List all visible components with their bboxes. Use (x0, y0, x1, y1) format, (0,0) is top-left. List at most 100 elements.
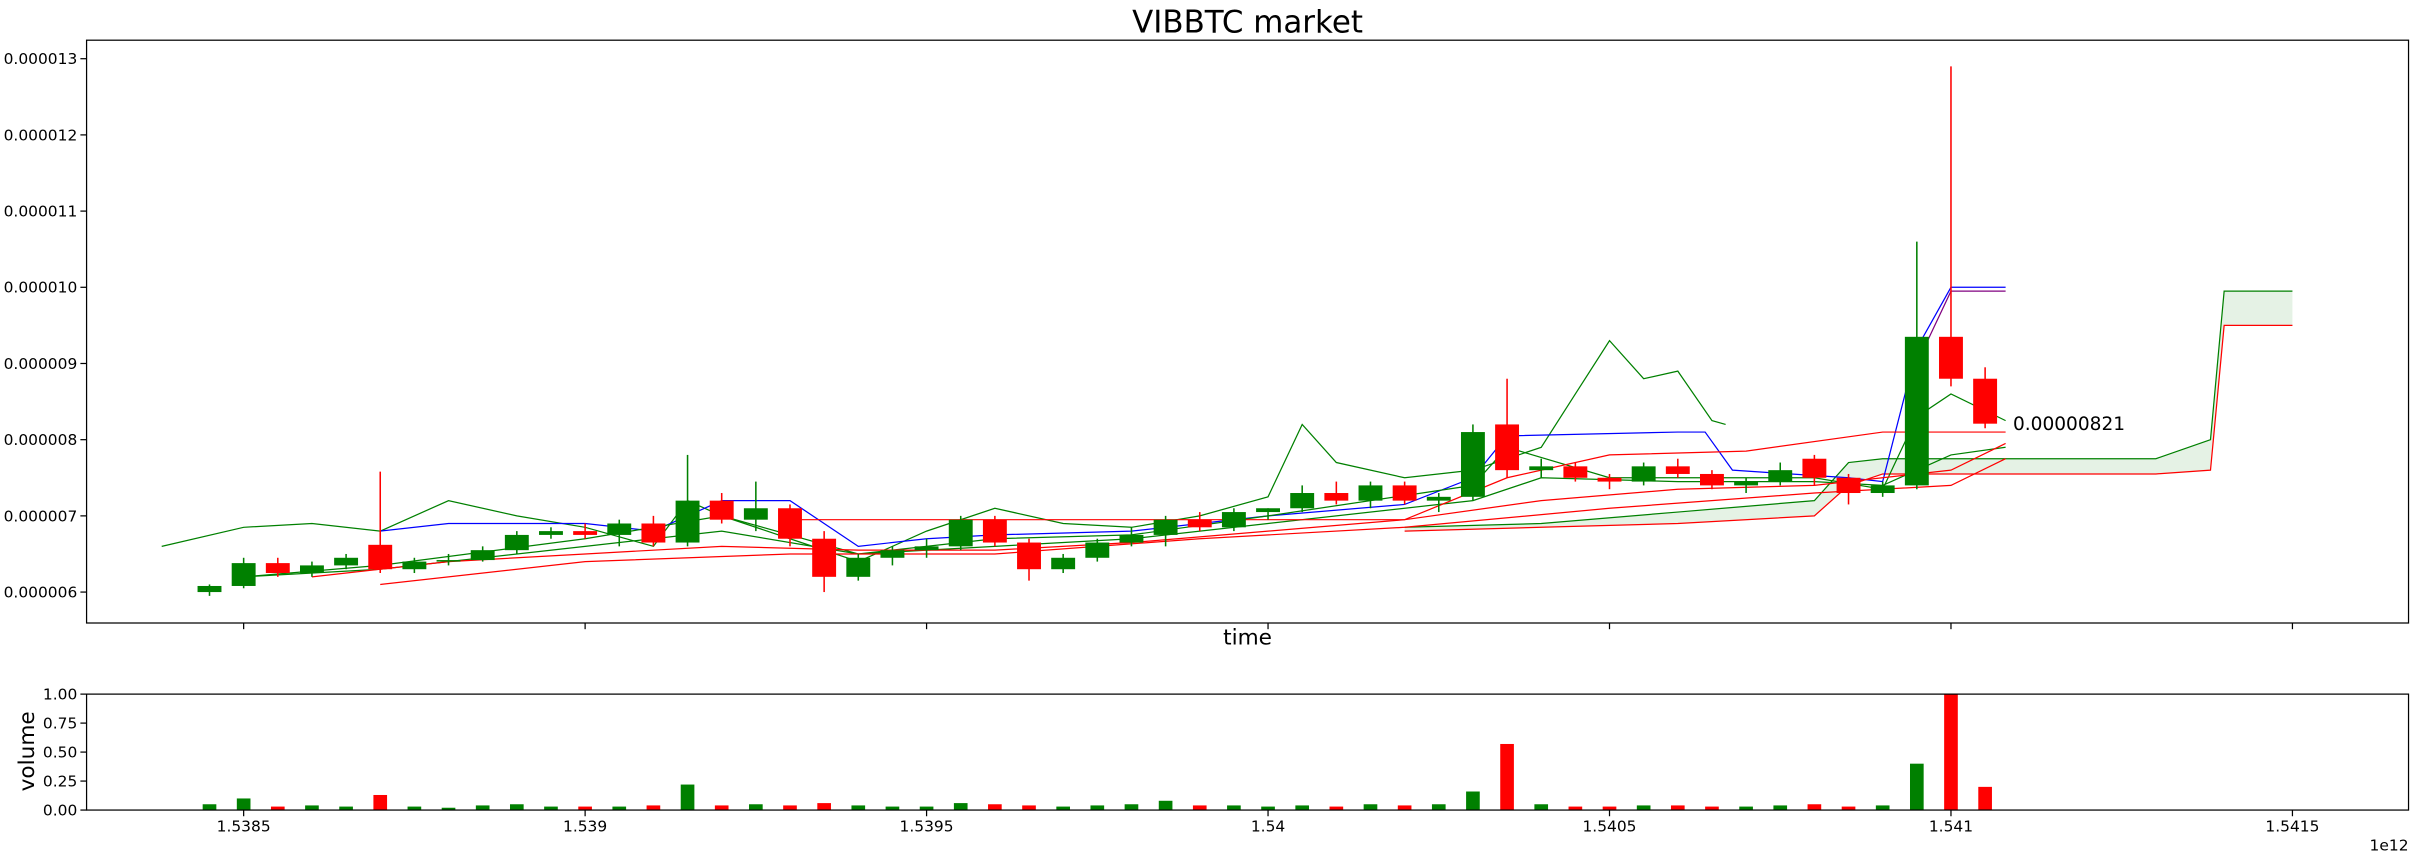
volume-bar (1909, 763, 1924, 811)
x-tick-label: 1.539 (563, 818, 607, 836)
candle-body (1426, 496, 1451, 501)
volume-bar (305, 805, 319, 811)
volume-bar (441, 807, 456, 811)
chart-title: VIBBTC market (1132, 4, 1363, 40)
candle-body (948, 519, 973, 547)
volume-bar (1329, 806, 1344, 811)
candle-body (1256, 508, 1280, 513)
candle-body (1631, 466, 1656, 482)
candle-body (1734, 481, 1759, 486)
candle-body (1290, 493, 1315, 509)
x-axis-label: time (1223, 626, 1272, 651)
volume-bar (680, 784, 695, 811)
candle-body (1768, 470, 1793, 482)
volume-bar (1773, 805, 1788, 811)
volume-bar (1670, 805, 1685, 811)
candle-body (641, 523, 666, 543)
volume-axis-label: volume (15, 711, 40, 791)
volume-bar (1500, 743, 1514, 811)
volume-bar (749, 804, 763, 811)
x-tick-label: 1.5385 (217, 818, 271, 836)
y-tick-label: 0.000012 (4, 126, 78, 144)
volume-y-tick-label: 0.25 (43, 772, 77, 790)
y-tick-label: 0.000009 (4, 355, 78, 373)
volume-bar (1363, 804, 1378, 811)
volume-bar (1636, 805, 1651, 811)
volume-bar (1431, 804, 1446, 811)
candle-body (880, 550, 905, 558)
candle-body (1904, 336, 1929, 486)
candle-body (1358, 485, 1383, 501)
candle-body (1187, 519, 1212, 528)
volume-y-tick-label: 0.50 (43, 743, 77, 761)
volume-bar (1022, 805, 1036, 811)
volume-bar (612, 806, 627, 811)
volume-bar (817, 803, 831, 811)
x-offset-label: 1e12 (2370, 836, 2409, 854)
candle-body (675, 500, 700, 543)
volume-bar (1978, 786, 1992, 811)
volume-bar (988, 804, 1002, 811)
y-tick-label: 0.000011 (4, 203, 78, 221)
candle-body (607, 523, 632, 535)
indicator-line (789, 431, 2006, 521)
candle-body (1563, 466, 1588, 478)
volume-bar (714, 805, 729, 811)
candle-body (1973, 378, 1998, 424)
candle-body (1392, 485, 1417, 501)
volume-bar (1841, 806, 1856, 811)
volume-y-tick-label: 0.00 (43, 801, 77, 819)
volume-bar (953, 803, 968, 811)
candle-body (1699, 473, 1724, 486)
cloud-fill (1404, 291, 2293, 532)
volume-bar (1124, 804, 1139, 811)
volume-bar (1295, 805, 1310, 811)
volume-bar (1534, 804, 1549, 811)
indicator-line (311, 442, 2006, 578)
candle-body (743, 508, 768, 520)
volume-axes-frame (85, 693, 2410, 811)
volume-bar (1090, 805, 1105, 811)
candle-body (334, 557, 359, 566)
volume-y-tick-label: 1.00 (43, 686, 77, 704)
candle-body (1529, 466, 1554, 471)
candle-body (1870, 485, 1895, 494)
volume-bar (1056, 806, 1070, 811)
x-tick-label: 1.541 (1929, 818, 1973, 836)
candle-body (265, 563, 290, 574)
volume-bar (373, 794, 388, 811)
price-axes-frame (85, 39, 2410, 624)
volume-bar (1261, 806, 1275, 811)
volume-bar (339, 806, 353, 811)
y-tick-label: 0.000006 (4, 583, 78, 601)
volume-bar (1944, 694, 1958, 811)
y-tick-label: 0.000010 (4, 279, 78, 297)
candle-body (914, 546, 939, 551)
candle-body (1665, 466, 1690, 474)
volume-y-tick-label: 0.75 (43, 715, 77, 733)
volume-bar (1602, 806, 1617, 811)
x-tick-label: 1.5405 (1582, 818, 1636, 836)
x-tick-label: 1.5395 (900, 818, 954, 836)
candle-body (1460, 432, 1485, 497)
volume-bar (544, 806, 558, 811)
y-tick-label: 0.000007 (4, 507, 78, 525)
volume-bar (475, 805, 490, 811)
candle-body (1221, 512, 1246, 528)
volume-bar (1397, 805, 1412, 811)
candle-body (1017, 542, 1041, 570)
candle-body (982, 519, 1007, 543)
candle-body (1802, 458, 1827, 478)
x-tick-label: 1.54 (1251, 818, 1285, 836)
volume-bar (646, 805, 661, 811)
candle-body (1085, 542, 1110, 558)
volume-bar (270, 806, 285, 811)
volume-bar (1705, 806, 1719, 811)
candle-body (709, 500, 734, 520)
volume-bar (1875, 805, 1890, 811)
volume-bar (578, 806, 592, 811)
volume-bar (1192, 805, 1207, 811)
candle-body (470, 550, 495, 561)
volume-bar (1807, 804, 1822, 811)
cloud-lower (1404, 324, 2293, 532)
